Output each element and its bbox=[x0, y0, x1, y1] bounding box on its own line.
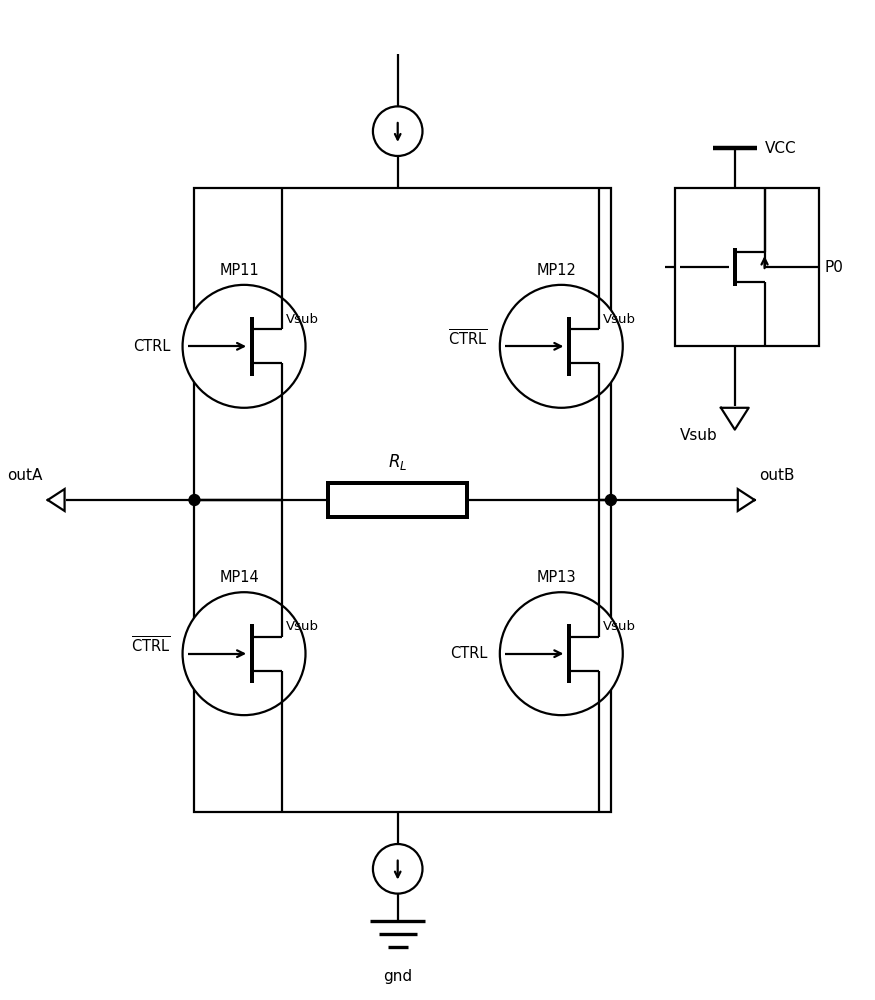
Text: CTRL: CTRL bbox=[133, 339, 171, 354]
Text: Vsub: Vsub bbox=[680, 428, 718, 443]
Bar bbox=[676, 188, 819, 346]
Text: MP12: MP12 bbox=[536, 263, 577, 278]
Text: $\overline{\rm CTRL}$: $\overline{\rm CTRL}$ bbox=[449, 328, 488, 348]
Circle shape bbox=[373, 106, 423, 156]
Text: Vsub: Vsub bbox=[285, 313, 318, 326]
Text: Vsub: Vsub bbox=[603, 620, 636, 633]
Text: CTRL: CTRL bbox=[451, 646, 488, 661]
Text: MP14: MP14 bbox=[220, 570, 259, 585]
Text: P0: P0 bbox=[824, 260, 843, 275]
Text: outB: outB bbox=[760, 468, 795, 483]
Circle shape bbox=[183, 592, 305, 715]
Circle shape bbox=[500, 592, 623, 715]
Text: MP11: MP11 bbox=[220, 263, 259, 278]
Circle shape bbox=[500, 285, 623, 408]
Circle shape bbox=[183, 285, 305, 408]
Text: gnd: gnd bbox=[383, 969, 412, 984]
Text: outA: outA bbox=[7, 468, 43, 483]
Text: Vsub: Vsub bbox=[603, 313, 636, 326]
Text: $R_L$: $R_L$ bbox=[388, 452, 408, 472]
Text: MP13: MP13 bbox=[536, 570, 576, 585]
Circle shape bbox=[373, 844, 423, 894]
Circle shape bbox=[606, 495, 616, 505]
Text: VCC: VCC bbox=[765, 141, 796, 156]
Text: Vsub: Vsub bbox=[285, 620, 318, 633]
Bar bbox=[328, 483, 467, 517]
Text: $\overline{\rm CTRL}$: $\overline{\rm CTRL}$ bbox=[131, 636, 171, 656]
Circle shape bbox=[189, 495, 200, 505]
Bar bbox=[194, 188, 611, 812]
